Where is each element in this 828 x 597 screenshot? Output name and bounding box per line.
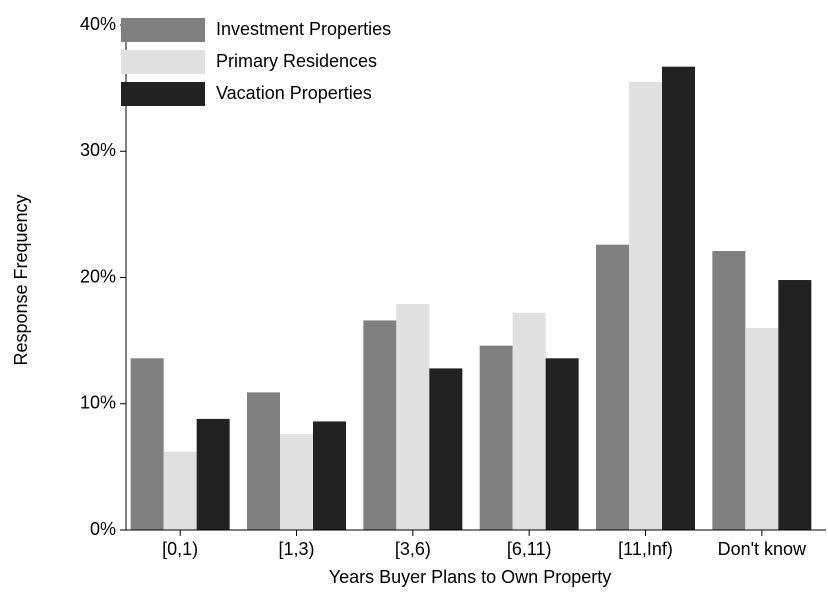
legend-swatch: [121, 82, 205, 106]
bar: [745, 328, 779, 530]
legend-swatch: [121, 50, 205, 74]
legend-label: Investment Properties: [216, 19, 391, 39]
x-tick-label: [1,3): [278, 539, 314, 559]
y-tick-label: 30%: [80, 140, 116, 160]
y-tick-label: 10%: [80, 393, 116, 413]
bar: [429, 368, 463, 530]
bar: [662, 66, 695, 530]
x-tick-label: Don't know: [718, 539, 807, 559]
bar: [778, 280, 812, 530]
x-tick-label: [11,Inf): [618, 539, 673, 559]
bar: [280, 434, 313, 530]
legend-swatch: [121, 18, 205, 42]
bar: [313, 421, 346, 530]
legend-label: Vacation Properties: [216, 83, 372, 103]
legend-label: Primary Residences: [216, 51, 377, 71]
bar: [512, 312, 546, 530]
x-tick-label: [0,1): [162, 539, 198, 559]
bar: [629, 81, 662, 530]
bar: [130, 358, 164, 530]
bar: [363, 320, 397, 530]
bar: [196, 418, 230, 530]
bar: [247, 392, 280, 530]
y-tick-label: 20%: [80, 266, 116, 286]
bar: [596, 244, 629, 531]
x-tick-label: [6,11): [507, 539, 552, 559]
y-tick-label: 0%: [90, 519, 116, 539]
bar: [396, 304, 430, 530]
y-tick-label: 40%: [80, 14, 116, 34]
x-axis-label: Years Buyer Plans to Own Property: [329, 567, 611, 587]
bar: [712, 250, 746, 531]
x-tick-label: [3,6): [395, 539, 431, 559]
bar: [163, 451, 197, 530]
bar: [479, 345, 513, 530]
bar: [545, 358, 579, 530]
y-axis-label: Response Frequency: [11, 194, 31, 365]
